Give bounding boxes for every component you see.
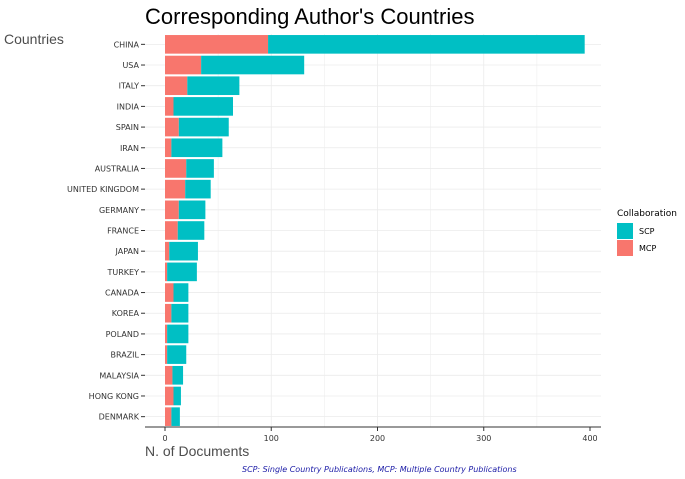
category-label: JAPAN [115,247,139,256]
bars [165,35,585,426]
bar-scp [268,35,585,54]
bar-scp [178,200,206,220]
bar-mcp [165,55,202,75]
category-label: CANADA [105,289,140,298]
bar-scp [171,138,223,158]
value-axis: 0 100 200 300 400 [162,427,598,443]
bar-mcp [165,283,174,302]
bar-mcp [165,97,174,116]
bar-mcp [165,200,179,220]
bar-mcp [165,303,172,323]
bar-mcp [165,76,188,96]
chart-title: Corresponding Author's Countries [145,4,475,29]
category-label: HONG KONG [89,392,139,401]
category-label: INDIA [117,102,140,111]
category-label: DENMARK [99,413,140,422]
legend-label-mcp: MCP [639,244,656,253]
bar-mcp [165,117,179,137]
bar-scp [171,407,180,426]
bar-mcp [165,179,186,199]
bar-scp [173,283,189,302]
bar-scp [201,55,305,75]
bar-mcp [165,386,174,406]
category-label: USA [122,61,139,70]
bar-scp [167,345,187,364]
category-label: AUSTRALIA [95,164,140,173]
category-label: FRANCE [107,227,139,236]
bar-scp [178,117,229,137]
category-label: MALAYSIA [99,371,139,380]
category-label: BRAZIL [111,351,140,360]
bar-mcp [165,35,269,54]
bar-scp [169,241,198,261]
bar-scp [186,159,214,178]
bar-mcp [165,159,187,178]
y-axis-label: Countries [4,31,64,47]
bar-scp [172,365,184,385]
bar-scp [185,179,211,199]
legend-title: Collaboration [617,209,677,219]
x-axis-label: N. of Documents [145,443,249,459]
category-label: POLAND [106,330,139,339]
value-tick-label: 400 [582,434,597,443]
value-tick-label: 200 [370,434,385,443]
category-axis: CHINA USA ITALY INDIA SPAIN IRAN AUSTRALIA UNIT… [67,40,145,422]
legend-label-scp: SCP [639,227,655,236]
bar-mcp [165,365,173,385]
bar-scp [177,221,205,240]
bar-scp [171,303,189,323]
legend-key-scp [617,223,633,239]
bar-mcp [165,345,168,364]
category-label: CHINA [114,40,140,49]
category-label: ITALY [119,82,139,91]
caption: SCP: Single Country Publications, MCP: M… [242,465,517,474]
category-label: UNITED KINGDOM [67,185,139,194]
bar-mcp [165,324,168,344]
bar-scp [167,262,197,282]
category-label: TURKEY [107,268,140,277]
bar-scp [187,76,240,96]
bar-mcp [165,262,168,282]
legend: Collaboration SCP MCP [617,209,677,256]
value-tick-label: 0 [162,434,167,443]
bar-mcp [165,138,172,158]
category-label: KOREA [112,309,140,318]
bar-mcp [165,241,170,261]
bar-scp [167,324,189,344]
legend-key-mcp [617,240,633,256]
bar-mcp [165,221,178,240]
bar-scp [173,97,233,116]
value-tick-label: 100 [264,434,279,443]
category-label: GERMANY [99,206,139,215]
category-label: IRAN [120,144,139,153]
bar-mcp [165,407,172,426]
bar-scp [173,386,181,406]
category-label: SPAIN [116,123,139,132]
value-tick-label: 300 [476,434,491,443]
